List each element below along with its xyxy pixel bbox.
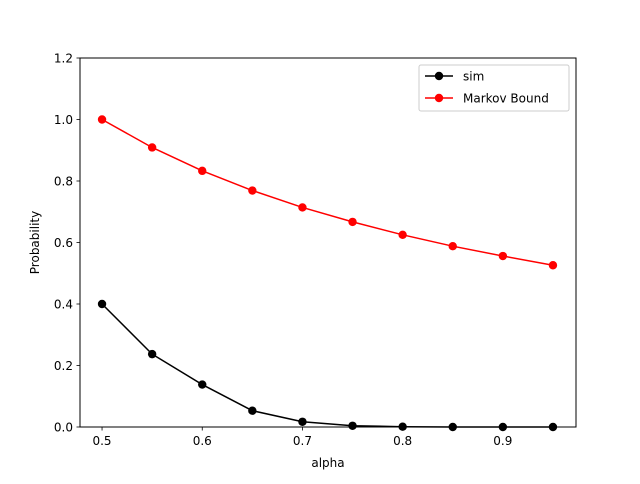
- series-line-sim: [101, 303, 553, 428]
- y-tick-label: 0.2: [54, 359, 73, 373]
- legend-swatch-marker: [434, 71, 444, 81]
- y-tick-label: 1.0: [54, 113, 73, 127]
- data-point-sim: [198, 380, 207, 389]
- data-point-sim: [348, 421, 357, 430]
- data-point-markov-bound: [198, 166, 207, 176]
- legend-label: Markov Bound: [463, 92, 549, 106]
- y-tick-label: 1.2: [54, 52, 73, 66]
- y-tick-label: 0.6: [54, 236, 73, 250]
- legend-box: [418, 64, 570, 112]
- legend-label: sim: [463, 70, 484, 84]
- series-sim: [97, 299, 558, 432]
- data-point-markov-bound: [248, 186, 257, 195]
- legend-entry-markov-bound: Markov Bound: [425, 92, 549, 106]
- x-tick-label: 0.8: [393, 434, 412, 448]
- x-tick-label: 0.7: [293, 434, 312, 448]
- data-point-markov-bound: [147, 143, 157, 152]
- x-tick-label: 0.6: [193, 434, 212, 448]
- data-point-markov-bound: [448, 241, 457, 251]
- data-point-markov-bound: [398, 230, 407, 240]
- legend: sim Markov Bound: [418, 64, 570, 112]
- data-point-sim: [298, 417, 307, 426]
- data-point-markov-bound: [97, 115, 107, 124]
- series-markov-bound: [97, 115, 558, 270]
- plot-frame: [79, 57, 577, 428]
- series-layer: [97, 115, 558, 432]
- data-point-sim: [248, 406, 257, 415]
- y-axis: 0.0 0.2 0.4 0.6 0.8 1.0 1.2: [54, 52, 80, 435]
- x-tick-label: 0.5: [92, 434, 111, 448]
- data-point-markov-bound: [298, 203, 307, 212]
- x-axis: 0.5 0.6 0.7 0.8 0.9: [92, 427, 512, 448]
- y-axis-label: Probability: [28, 211, 42, 274]
- series-line-markov-bound: [101, 118, 554, 266]
- legend-swatch-marker: [434, 93, 444, 103]
- legend-entry-sim: sim: [425, 70, 484, 84]
- x-tick-label: 0.9: [493, 434, 512, 448]
- y-tick-label: 0.4: [54, 298, 73, 312]
- data-point-sim: [97, 299, 107, 309]
- legend-entries: sim Markov Bound: [425, 70, 549, 106]
- x-axis-label: alpha: [311, 456, 344, 470]
- y-tick-label: 0.8: [54, 175, 73, 189]
- data-point-markov-bound: [498, 251, 508, 261]
- y-tick-label: 0.0: [54, 421, 73, 435]
- data-point-markov-bound: [348, 217, 357, 227]
- data-point-sim: [147, 349, 157, 359]
- data-point-markov-bound: [548, 261, 558, 270]
